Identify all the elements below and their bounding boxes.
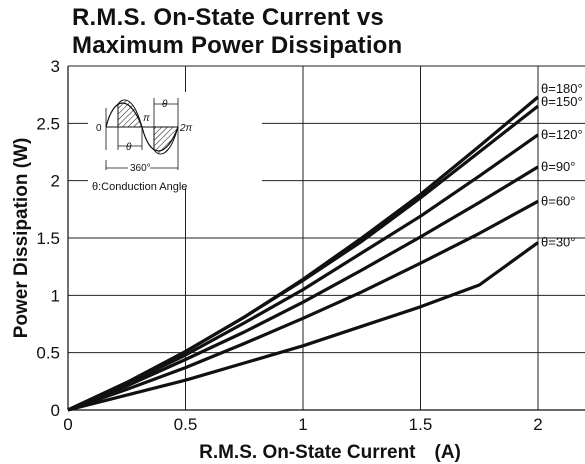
series-line-3 (67, 165, 539, 412)
y-axis-label: Power Dissipation (W) (11, 138, 32, 339)
series-label-1: θ=150° (541, 94, 583, 109)
series-label-3: θ=90° (541, 159, 575, 174)
inset-theta-label-lower: θ (126, 142, 132, 153)
x-tick-label-4: 2 (533, 415, 542, 434)
series-line-2 (67, 133, 539, 412)
chart-title-line-1: R.M.S. On-State Current vs (72, 4, 384, 31)
y-tick-label-6: 3 (51, 57, 60, 76)
x-tick-label-1: 0.5 (174, 415, 198, 434)
chart-title-line-2: Maximum Power Dissipation (72, 32, 403, 59)
inset-360-label: 360° (130, 163, 151, 174)
series-layer (67, 95, 540, 412)
conduction-angle-inset: 0 π 2π θ θ 360° θ:Conduction Angle (88, 92, 262, 193)
x-tick-label-3: 1.5 (409, 415, 433, 434)
x-tick-label-2: 1 (298, 415, 307, 434)
inset-360-label-bg (128, 162, 150, 173)
y-tick-label-5: 2.5 (36, 114, 60, 133)
series-label-4: θ=60° (541, 193, 575, 208)
series-line-5 (67, 241, 539, 412)
series-label-5: θ=30° (541, 235, 575, 250)
label-layer: 0 0.5 1 1.5 2 2.5 3 0 0.5 1 1.5 2 R.M.S. On-State Cu… (11, 57, 583, 463)
x-tick-label-0: 0 (63, 415, 72, 434)
inset-zero-label: 0 (96, 123, 102, 134)
axis-layer (67, 66, 585, 411)
inset-pi-label: π (143, 113, 150, 124)
series-line-4 (67, 199, 539, 412)
inset-background (88, 92, 262, 188)
y-tick-label-4: 2 (51, 172, 60, 191)
series-label-0: θ=180° (541, 81, 583, 96)
inset-caption: θ:Conduction Angle (92, 181, 187, 193)
y-tick-label-3: 1.5 (36, 229, 60, 248)
inset-two-pi-label: 2π (179, 123, 193, 134)
inset-theta-label-upper: θ (162, 99, 168, 110)
inset-positive-hatch (117, 99, 143, 128)
series-label-2: θ=120° (541, 127, 583, 142)
y-tick-label-0: 0 (51, 401, 60, 420)
series-line-1 (67, 104, 539, 412)
x-axis-label: R.M.S. On-State Current (A) (199, 442, 461, 463)
y-tick-label-1: 0.5 (36, 344, 60, 363)
y-tick-label-2: 1 (51, 286, 60, 305)
